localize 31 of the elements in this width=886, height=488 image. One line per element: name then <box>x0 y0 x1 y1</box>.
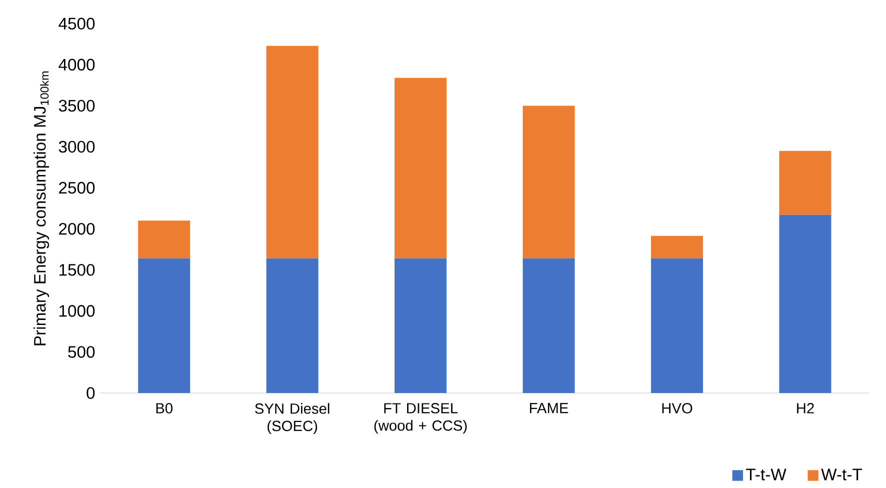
bar <box>394 258 447 394</box>
bar <box>650 236 703 259</box>
y-tick-label: 2500 <box>59 182 95 194</box>
bar <box>779 151 832 216</box>
x-tick-label: FAME <box>530 403 568 414</box>
x-tick-label: FT DIESEL (wood + CCS) <box>374 403 467 434</box>
bar <box>266 258 318 394</box>
bar <box>138 258 190 394</box>
bar <box>779 215 832 394</box>
y-tick-label: 0 <box>86 387 95 400</box>
bar <box>650 258 703 394</box>
legend-label: W-t-T <box>821 468 862 481</box>
x-tick-label: SYN Diesel (SOEC) <box>255 403 330 434</box>
bar <box>266 46 318 259</box>
x-tick-label: B0 <box>156 403 172 414</box>
y-tick-label: 1000 <box>59 305 95 318</box>
y-tick-label: 3000 <box>58 141 95 153</box>
x-tick-label: HVO <box>662 403 692 414</box>
y-tick-label: 1500 <box>59 264 95 276</box>
bar <box>394 78 447 259</box>
x-tick-label: H2 <box>797 403 814 414</box>
y-tick-label: 4500 <box>58 18 95 30</box>
y-tick-label: 500 <box>68 346 95 358</box>
legend-label: T-t-W <box>746 468 786 481</box>
y-tick-label: 2000 <box>59 223 95 235</box>
bar <box>522 106 575 259</box>
y-axis-title: Primary Energy consumption MJ$_{100km}$ <box>34 72 50 346</box>
bar <box>138 220 190 259</box>
y-tick-label: 3500 <box>58 100 95 112</box>
y-tick-label: 4000 <box>58 59 95 71</box>
bar <box>522 258 575 394</box>
